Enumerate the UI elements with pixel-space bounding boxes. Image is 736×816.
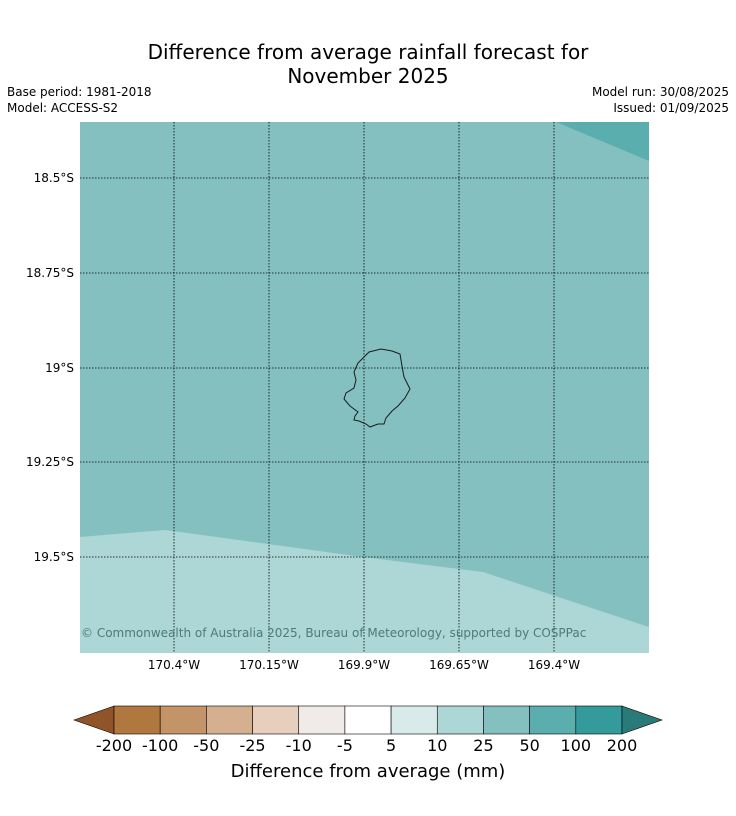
lat-label: 19.25°S	[26, 455, 74, 469]
lon-label: 170.4°W	[147, 658, 201, 672]
colorbar-tick-label: 100	[560, 736, 592, 755]
anomaly-region-50-100	[556, 122, 649, 161]
lon-label: 170.15°W	[239, 658, 299, 672]
colorbar-swatch	[529, 705, 577, 735]
colorbar-tick-label: 5	[385, 736, 397, 755]
lon-label: 169.9°W	[337, 658, 391, 672]
colorbar-tick-label: 200	[606, 736, 638, 755]
colorbar-swatches	[73, 705, 663, 735]
colorbar-swatch	[113, 705, 161, 735]
colorbar-swatch	[483, 705, 530, 735]
lat-label: 18.75°S	[26, 266, 74, 280]
colorbar-swatch	[252, 705, 300, 735]
lat-label: 19.5°S	[33, 550, 74, 564]
colorbar-swatch	[390, 705, 438, 735]
colorbar-swatch	[436, 705, 484, 735]
graticule	[80, 122, 649, 653]
lon-label: 169.65°W	[429, 658, 489, 672]
colorbar-tick-label: 50	[519, 736, 540, 755]
colorbar-swatch	[298, 705, 346, 735]
colorbar-tick-label: -200	[95, 736, 133, 755]
colorbar-tick-label: -5	[336, 736, 353, 755]
colorbar-swatch-over	[621, 705, 663, 735]
base-period-text: Base period: 1981-2018	[7, 85, 152, 99]
issued-text: Issued: 01/09/2025	[613, 101, 729, 115]
colorbar-swatch	[344, 705, 392, 735]
anomaly-region-10-25	[80, 530, 649, 653]
colorbar-swatch-under	[73, 705, 115, 735]
colorbar-swatch	[575, 705, 623, 735]
chart-title-line2: November 2025	[287, 64, 449, 88]
copyright-text: © Commonwealth of Australia 2025, Bureau…	[81, 626, 587, 640]
colorbar-swatch	[206, 705, 253, 735]
lat-label: 18.5°S	[33, 171, 74, 185]
colorbar-tick-label: 10	[427, 736, 448, 755]
island-coastline	[343, 348, 411, 428]
colorbar-tick-label: 25	[473, 736, 494, 755]
chart-title-line1: Difference from average rainfall forecas…	[147, 40, 589, 64]
colorbar-title: Difference from average (mm)	[230, 761, 506, 782]
colorbar-tick-label: -50	[193, 736, 220, 755]
colorbar-swatch	[159, 705, 207, 735]
model-text: Model: ACCESS-S2	[7, 101, 119, 115]
colorbar-tick-label: -100	[142, 736, 179, 755]
model-run-text: Model run: 30/08/2025	[591, 85, 729, 99]
colorbar-tick-label: -10	[285, 736, 312, 755]
colorbar-tick-label: -25	[239, 736, 266, 755]
lon-label: 169.4°W	[527, 658, 581, 672]
map-area	[80, 122, 649, 653]
lat-label: 19°S	[45, 361, 74, 375]
colorbar	[73, 705, 663, 735]
